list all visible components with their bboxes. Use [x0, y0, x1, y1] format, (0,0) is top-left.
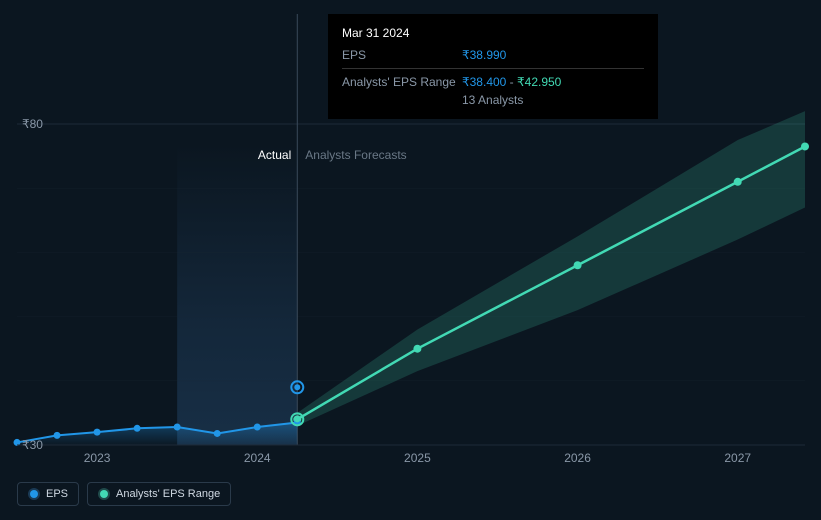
x-axis-label: 2026 [564, 451, 591, 465]
tooltip-row-range: Analysts' EPS Range ₹38.400 - ₹42.950 [342, 73, 644, 91]
tooltip-analysts: 13 Analysts [462, 91, 523, 109]
tooltip-divider [342, 68, 644, 69]
tooltip-range-value: ₹38.400 - ₹42.950 [462, 73, 561, 91]
y-axis-label: ₹80 [22, 117, 43, 131]
x-axis-label: 2027 [724, 451, 751, 465]
chart-tooltip: Mar 31 2024 EPS ₹38.990 Analysts' EPS Ra… [328, 14, 658, 119]
x-axis-label: 2023 [84, 451, 111, 465]
tooltip-range-high: ₹42.950 [517, 75, 561, 89]
legend-item-range[interactable]: Analysts' EPS Range [87, 482, 231, 506]
x-axis-label: 2024 [244, 451, 271, 465]
tooltip-range-label: Analysts' EPS Range [342, 73, 462, 91]
region-label-forecast: Analysts Forecasts [305, 148, 406, 162]
tooltip-blank [342, 91, 462, 109]
region-label-actual: Actual [247, 148, 291, 162]
legend-label: Analysts' EPS Range [116, 488, 220, 500]
tooltip-date: Mar 31 2024 [342, 24, 644, 42]
tooltip-range-sep: - [506, 75, 517, 89]
tooltip-row-eps: EPS ₹38.990 [342, 46, 644, 64]
tooltip-range-low: ₹38.400 [462, 75, 506, 89]
tooltip-eps-label: EPS [342, 46, 462, 64]
legend-item-eps[interactable]: EPS [17, 482, 79, 506]
chart-legend: EPS Analysts' EPS Range [17, 482, 231, 506]
tooltip-eps-value: ₹38.990 [462, 46, 506, 64]
y-axis-label: ₹30 [22, 438, 43, 452]
eps-forecast-chart: { "chart": { "width": 821, "height": 520… [0, 0, 821, 520]
tooltip-row-analysts: 13 Analysts [342, 91, 644, 109]
x-axis-label: 2025 [404, 451, 431, 465]
legend-label: EPS [46, 488, 68, 500]
